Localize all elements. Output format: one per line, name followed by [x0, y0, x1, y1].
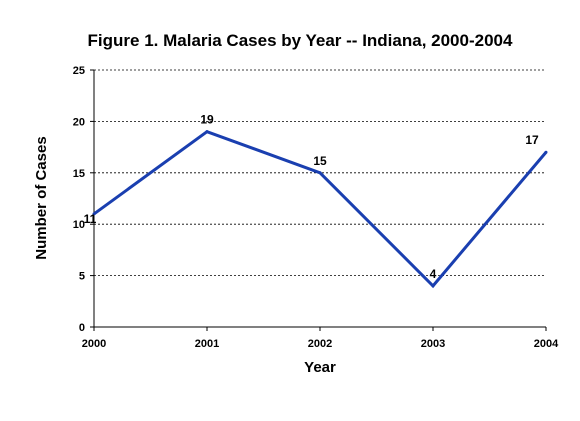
x-tick-label: 2004 [534, 338, 559, 350]
x-tick-label: 2002 [308, 338, 332, 350]
series-group [92, 129, 548, 289]
chart-title: Figure 1. Malaria Cases by Year -- India… [88, 31, 513, 50]
data-point [544, 150, 548, 154]
data-point [92, 212, 96, 216]
y-tick-label: 10 [73, 219, 85, 231]
y-tick-label: 25 [73, 65, 85, 77]
x-tick-label: 2001 [195, 338, 219, 350]
y-tick-label: 20 [73, 116, 85, 128]
x-tick-label: 2000 [82, 338, 106, 350]
y-tick-label: 5 [79, 271, 85, 283]
data-labels: 11 19 15 4 17 [84, 113, 539, 281]
y-tick-label: 0 [79, 322, 85, 334]
data-point [431, 284, 435, 288]
y-axis-label: Number of Cases [33, 136, 50, 259]
y-tick-label: 15 [73, 168, 85, 180]
x-ticks: 2000 2001 2002 2003 2004 [82, 327, 559, 350]
data-label: 11 [84, 212, 97, 226]
data-label: 15 [313, 154, 327, 168]
data-point [205, 130, 209, 134]
y-ticks: 0 5 10 15 20 25 [73, 65, 94, 334]
data-label: 19 [200, 113, 214, 127]
data-label: 4 [430, 267, 437, 281]
x-axis-label: Year [304, 359, 336, 376]
x-tick-label: 2003 [421, 338, 445, 350]
data-label: 17 [525, 133, 539, 147]
data-point [318, 171, 322, 175]
